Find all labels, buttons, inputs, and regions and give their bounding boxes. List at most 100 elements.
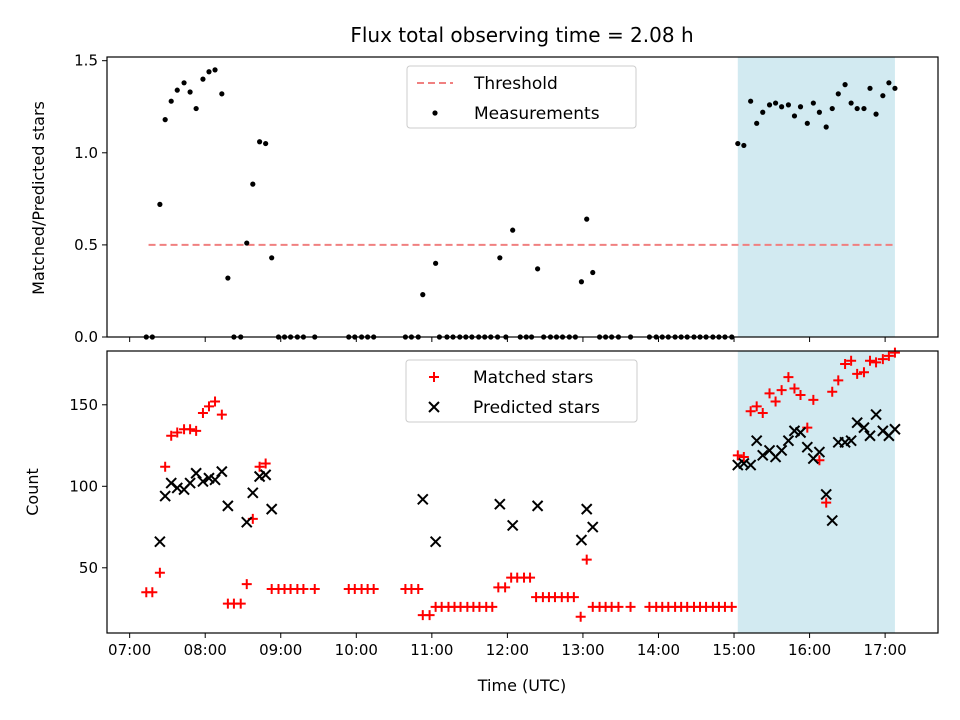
matched-stars-point: [732, 450, 743, 461]
predicted-stars-point: [506, 519, 519, 532]
bottom-legend-box: [405, 359, 638, 423]
x-tick-label: 09:00: [259, 641, 302, 659]
predicted-stars-point: [870, 408, 882, 421]
matched-stars-point: [424, 610, 435, 621]
matched-stars-point: [241, 579, 252, 590]
matched-stars-point: [745, 406, 756, 417]
matched-stars-point: [858, 367, 869, 378]
predicted-stars-point: [259, 469, 272, 481]
matched-stars-point: [260, 458, 271, 469]
matched-stars-point: [789, 383, 800, 394]
matched-stars-point: [776, 385, 787, 396]
matched-stars-point: [877, 354, 888, 365]
matched-stars-point: [770, 396, 781, 407]
matched-stars-point: [203, 401, 214, 412]
measurement-point: [766, 102, 773, 108]
matched-stars-point: [871, 357, 882, 368]
measurement-point: [263, 140, 269, 147]
predicted-stars-point: [222, 500, 234, 512]
measurement-point: [760, 109, 766, 115]
measurement-point: [157, 201, 163, 207]
measurement-point: [535, 266, 541, 272]
measurement-point: [250, 181, 256, 187]
measurement-point: [584, 216, 590, 222]
top-y-tick-label: 1.5: [74, 52, 98, 70]
matched-stars-point: [795, 390, 806, 401]
predicted-stars-point: [851, 417, 863, 429]
measurement-point: [212, 67, 218, 73]
measurement-point: [785, 102, 792, 108]
x-tick-label: 15:00: [712, 641, 755, 659]
matched-stars-point: [581, 554, 592, 565]
predicted-stars-point: [826, 514, 838, 527]
predicted-stars-point: [864, 430, 876, 442]
x-tick-label: 10:00: [335, 641, 378, 659]
measurement-point: [244, 240, 250, 246]
predicted-stars-point: [154, 536, 166, 548]
x-tick-label: 16:00: [788, 641, 831, 659]
measurement-point: [892, 85, 898, 91]
predicted-stars-point: [845, 434, 857, 447]
measurement-point: [162, 117, 168, 123]
matched-stars-point: [757, 407, 768, 418]
measurement-point: [578, 279, 585, 285]
top-legend-box: [406, 65, 637, 129]
predicted-stars-point: [801, 441, 814, 453]
top-y-tick-label: 0.0: [74, 328, 98, 346]
matched-stars-point: [808, 394, 819, 405]
matched-stars-point: [764, 388, 775, 399]
matched-stars-point: [185, 424, 196, 435]
measurement-point: [829, 105, 835, 112]
measurement-point: [168, 98, 174, 104]
measurement-point: [867, 85, 873, 91]
predicted-stars-point: [581, 503, 593, 515]
measurement-point: [823, 124, 829, 130]
legend-entry-label: Threshold: [473, 74, 558, 94]
measurement-point: [791, 113, 798, 119]
measurement-point: [219, 91, 225, 97]
matched-stars-point: [889, 347, 900, 358]
matched-stars-point: [166, 430, 177, 441]
measurement-point: [174, 87, 180, 93]
matched-stars-point: [154, 567, 165, 578]
predicted-stars-point: [531, 500, 544, 512]
measurement-point: [842, 82, 848, 88]
measurement-point: [854, 105, 860, 112]
bottom-legend: Matched stars Predicted stars: [405, 359, 638, 423]
matched-stars-point: [191, 425, 202, 436]
predicted-stars-point: [744, 459, 757, 471]
bottom-plot-frame: [106, 350, 939, 634]
x-tick-label: 12:00: [486, 641, 529, 659]
legend-entry-label: Matched stars: [473, 368, 593, 388]
measurement-point: [741, 142, 747, 149]
measurement-point: [193, 105, 199, 112]
measurement-point: [257, 139, 263, 145]
top-y-tick-label: 1.0: [74, 144, 98, 162]
predicted-stars-point: [794, 426, 807, 439]
matched-stars-point: [413, 583, 424, 594]
predicted-stars-point: [197, 475, 209, 488]
predicted-stars-point: [241, 516, 253, 528]
measurement-point: [886, 80, 892, 86]
matched-stars-point: [738, 451, 749, 462]
measurement-point: [200, 76, 206, 82]
predicted-stars-point: [171, 482, 183, 494]
predicted-stars-point: [494, 498, 506, 510]
measurement-point: [810, 100, 816, 106]
matched-stars-point: [833, 375, 844, 386]
top-legend: Threshold Measurements: [406, 65, 637, 129]
matched-stars-point: [783, 372, 794, 383]
matched-stars-point: [210, 396, 221, 407]
predicted-stars-point: [738, 457, 750, 470]
measurement-point: [873, 111, 879, 117]
bottom-y-tick-label: 150: [69, 396, 98, 414]
x-axis-label: Time (UTC): [477, 676, 566, 695]
matched-stars-point: [751, 401, 762, 412]
measurement-point: [497, 255, 503, 261]
matched-stars-point: [254, 461, 265, 472]
matched-stars-point: [883, 350, 894, 361]
measurement-point: [187, 89, 193, 95]
predicted-stars-point: [782, 434, 795, 447]
predicted-stars-point: [889, 423, 901, 435]
